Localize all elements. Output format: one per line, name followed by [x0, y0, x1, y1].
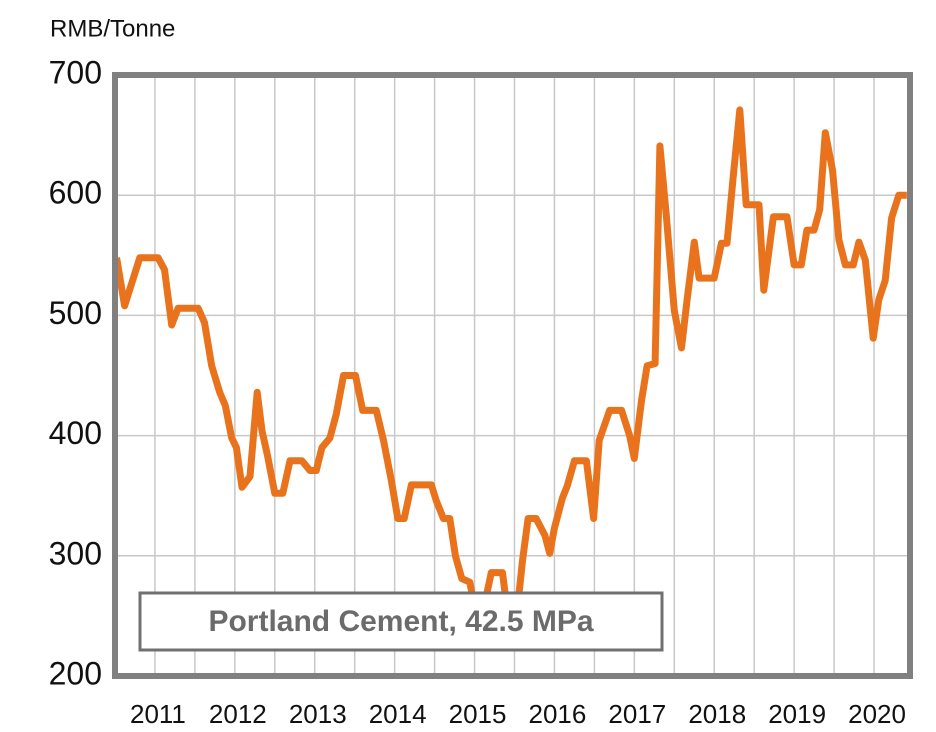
x-tick-label: 2014 [369, 699, 427, 729]
x-tick-label: 2013 [289, 699, 347, 729]
x-tick-label: 2011 [130, 699, 186, 729]
y-tick-label: 700 [49, 54, 102, 90]
annotation: Portland Cement, 42.5 MPa [208, 605, 593, 638]
plot-frame [112, 72, 913, 679]
x-tick-label: 2018 [688, 699, 746, 729]
data-line [115, 106, 907, 615]
x-tick-label: 2020 [848, 699, 906, 729]
x-tick-label: 2016 [529, 699, 587, 729]
y-tick-label: 300 [49, 535, 102, 571]
annotation-box [138, 591, 664, 652]
y-tick-label: 400 [49, 415, 102, 451]
y-axis-label: RMB/Tonne [50, 15, 175, 42]
y-tick-label: 500 [49, 295, 102, 331]
y-tick-label: 600 [49, 175, 102, 211]
x-tick-label: 2015 [449, 699, 507, 729]
x-tick-label: 2017 [608, 699, 666, 729]
y-tick-label: 200 [49, 655, 102, 691]
x-tick-label: 2012 [209, 699, 267, 729]
x-tick-label: 2019 [768, 699, 826, 729]
